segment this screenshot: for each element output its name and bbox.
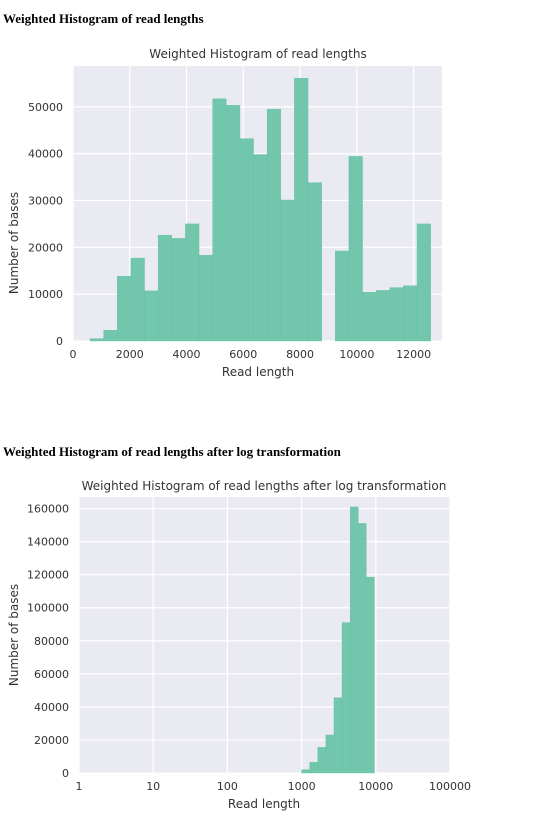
x-tick-label: 0 [70, 348, 77, 361]
section-heading-1: Weighted Histogram of read lengths [3, 11, 204, 26]
y-tick-label: 80000 [34, 635, 69, 648]
histogram-bar [212, 98, 227, 342]
y-tick-label: 50000 [28, 101, 63, 114]
y-tick-label: 0 [62, 767, 69, 780]
x-tick-labels: 1 10 100 1000 10000 100000 [76, 780, 472, 793]
x-tick-label: 1 [76, 780, 83, 793]
chart-title: Weighted Histogram of read lengths after… [82, 479, 447, 493]
histogram-bar [144, 290, 159, 342]
y-tick-label: 140000 [27, 536, 69, 549]
histogram-read-lengths: Weighted Histogram of read lengths 0 2000… [7, 47, 442, 379]
chart-title: Weighted Histogram of read lengths [149, 47, 366, 61]
histogram-bar [226, 105, 241, 342]
histogram-bar [89, 338, 104, 342]
y-tick-label: 20000 [34, 734, 69, 747]
y-tick-label: 160000 [27, 503, 69, 516]
x-tick-label: 8000 [286, 348, 314, 361]
histogram-bar [333, 697, 343, 774]
histogram-bar [280, 199, 295, 342]
x-tick-label: 10000 [339, 348, 374, 361]
histogram-bar [416, 223, 431, 342]
x-tick-label: 10000 [358, 780, 393, 793]
x-tick-labels: 0 2000 4000 6000 8000 10000 12000 [70, 348, 432, 361]
histogram-bar [103, 330, 118, 342]
x-axis-label: Read length [222, 365, 294, 379]
y-tick-label: 40000 [28, 148, 63, 161]
y-axis-label: Number of bases [7, 584, 21, 686]
histogram-bar [335, 250, 350, 342]
histogram-bar [309, 762, 318, 774]
x-tick-label: 1000 [288, 780, 316, 793]
histogram-bar [325, 734, 335, 774]
x-tick-label: 10 [146, 780, 160, 793]
x-tick-label: 6000 [229, 348, 257, 361]
histogram-bar [307, 182, 322, 342]
histogram-log-read-lengths: Weighted Histogram of read lengths after… [7, 479, 472, 811]
y-tick-label: 0 [56, 335, 63, 348]
histogram-bar [198, 255, 213, 342]
y-tick-labels: 0 10000 20000 30000 40000 50000 [28, 101, 63, 348]
y-tick-labels: 0 20000 40000 60000 80000 100000 120000 140000 1… [27, 503, 69, 780]
histogram-bar [171, 238, 186, 342]
bars [301, 506, 375, 774]
bars [89, 77, 431, 342]
x-axis-label: Read length [228, 797, 300, 811]
y-tick-label: 20000 [28, 241, 63, 254]
histogram-bar [253, 154, 268, 342]
histogram-bar [362, 292, 377, 342]
grid-lines [78, 497, 451, 774]
histogram-bar [349, 506, 359, 774]
y-tick-label: 100000 [27, 602, 69, 615]
histogram-bar [117, 276, 132, 342]
histogram-bar [185, 223, 200, 342]
y-tick-label: 10000 [28, 288, 63, 301]
histogram-bar [130, 257, 145, 342]
y-tick-label: 120000 [27, 569, 69, 582]
y-tick-label: 60000 [34, 668, 69, 681]
histogram-bar [403, 285, 418, 342]
histogram-bar [375, 290, 390, 342]
y-tick-label: 30000 [28, 194, 63, 207]
histogram-bar [366, 576, 375, 774]
histogram-bar [266, 108, 281, 342]
x-tick-label: 100 [217, 780, 238, 793]
y-tick-label: 40000 [34, 701, 69, 714]
histogram-bar [341, 622, 351, 774]
x-tick-label: 12000 [396, 348, 431, 361]
histogram-bar [317, 747, 327, 774]
histogram-bar [358, 523, 367, 774]
y-axis-label: Number of bases [7, 192, 21, 294]
plot-area [79, 497, 450, 773]
x-tick-label: 4000 [173, 348, 201, 361]
histogram-bar [389, 287, 404, 342]
x-tick-label: 2000 [116, 348, 144, 361]
x-tick-label: 100000 [429, 780, 471, 793]
section-heading-2: Weighted Histogram of read lengths after… [3, 444, 341, 459]
histogram-bar [294, 77, 309, 342]
histogram-bar [348, 156, 363, 342]
histogram-bar [239, 138, 254, 342]
histogram-bar [157, 234, 172, 342]
histogram-bar [301, 769, 310, 774]
